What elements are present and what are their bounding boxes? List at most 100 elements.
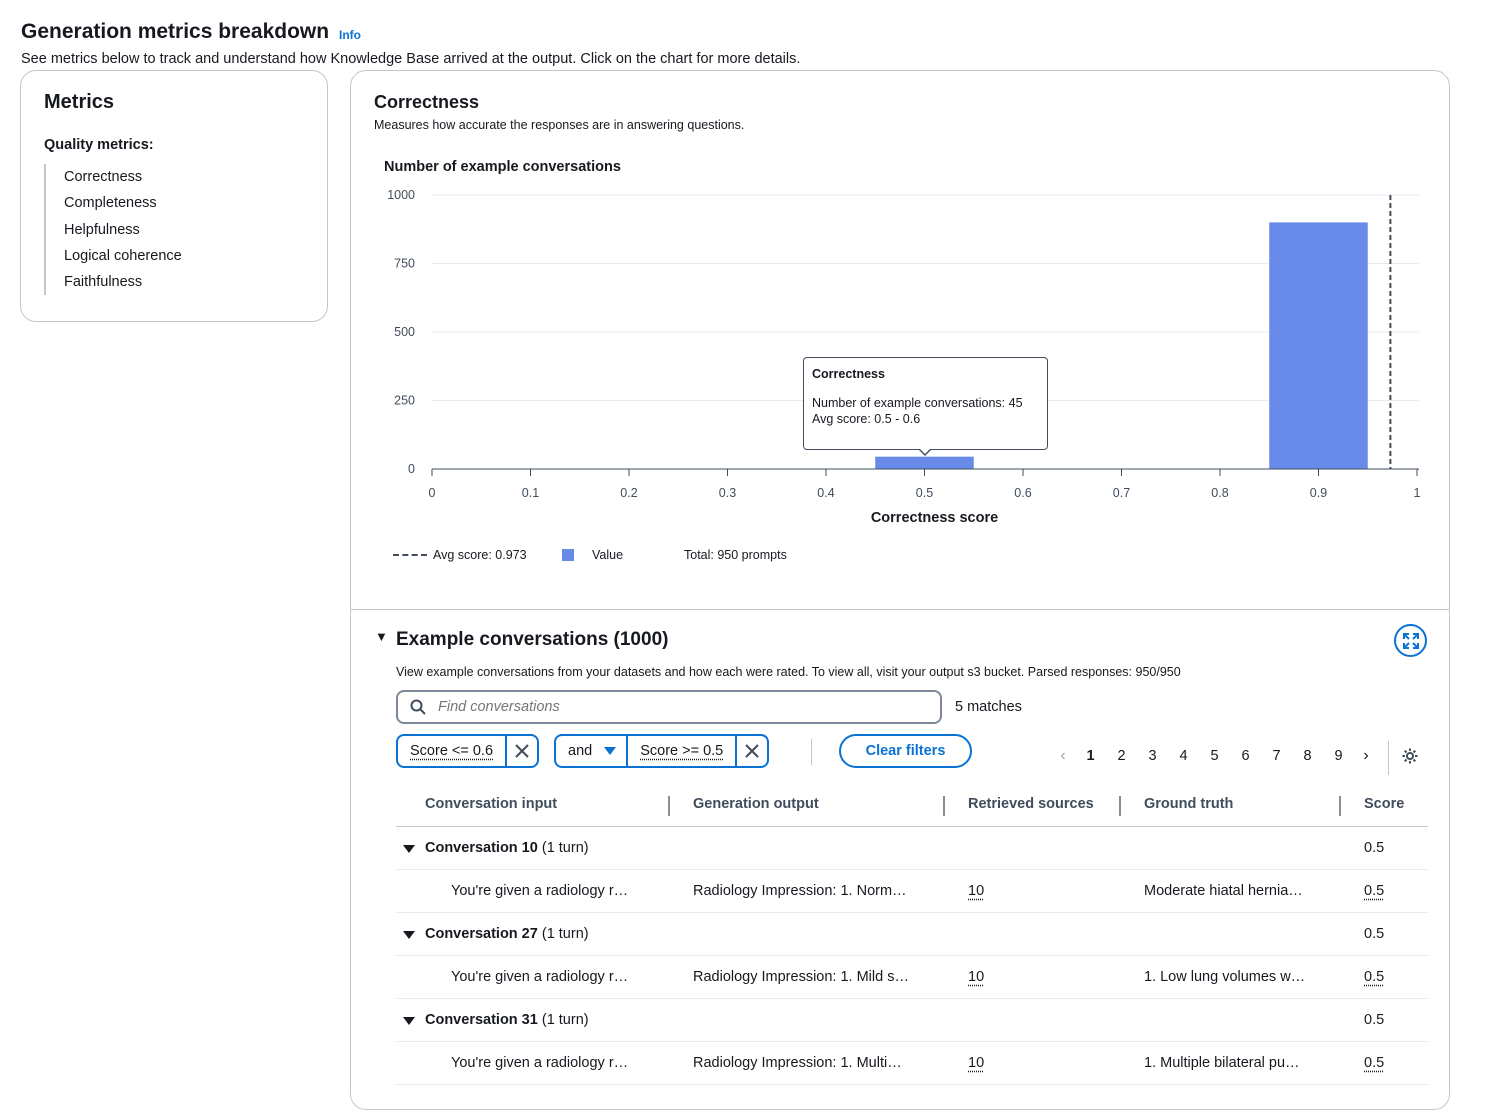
page-2[interactable]: 2 [1117,748,1126,764]
page-8[interactable]: 8 [1303,748,1312,764]
conversation-group-row[interactable]: Conversation 27 (1 turn) 0.5 [396,913,1428,956]
operator-value: and [568,743,593,759]
next-page-icon[interactable]: › [1363,747,1369,764]
conversation-turns: (1 turn) [541,1012,589,1028]
remove-filter-2-button[interactable] [735,736,767,766]
group-score: 0.5 [1364,1012,1385,1028]
caret-down-icon [604,747,617,755]
search-field[interactable] [396,690,942,724]
cell-score-link[interactable]: 0.5 [1364,1055,1385,1071]
page-5[interactable]: 5 [1210,748,1219,764]
column-resizer[interactable] [668,796,670,816]
table-row[interactable]: You're given a radiology r… Radiology Im… [396,956,1428,999]
column-generation-output[interactable]: Generation output [693,796,819,812]
filter-token-2-label[interactable]: Score >= 0.5 [640,743,724,759]
filter-token-1[interactable]: Score <= 0.6 [396,734,540,768]
histogram-bar[interactable] [1269,222,1368,469]
metric-item-faithfulness[interactable]: Faithfulness [64,274,143,291]
page-6[interactable]: 6 [1241,748,1250,764]
chart-tooltip: Correctness Number of example conversati… [803,357,1048,450]
cell-score-link[interactable]: 0.5 [1364,969,1385,985]
x-tick-label: 0 [429,486,436,500]
info-link[interactable]: Info [339,28,361,42]
conversation-title: Conversation 27 [425,926,538,942]
page-1[interactable]: 1 [1086,748,1095,764]
column-retrieved-sources[interactable]: Retrieved sources [968,796,1094,812]
search-input[interactable] [436,698,916,716]
legend-total: Total: 950 prompts [684,548,787,562]
x-tick-label: 0.4 [817,486,834,500]
collapse-caret-icon[interactable]: ▼ [375,629,388,644]
cell-ground-truth: 1. Multiple bilateral pu… [1144,1055,1300,1071]
gear-icon [1402,748,1418,764]
table-row[interactable]: You're given a radiology r… Radiology Im… [396,870,1428,913]
conversation-name: Conversation 27 (1 turn) [425,926,589,942]
expand-caret-icon[interactable] [403,845,415,853]
x-tick-label: 0.9 [1310,486,1327,500]
legend-value[interactable]: Value [562,548,623,562]
tooltip-title: Correctness [812,367,885,381]
x-tick-label: 0.3 [719,486,736,500]
cell-sources-link[interactable]: 10 [968,883,985,899]
cell-output: Radiology Impression: 1. Norm… [693,883,907,899]
column-resizer[interactable] [1119,796,1121,816]
page-title: Generation metrics breakdown [21,20,330,43]
metric-item-helpfulness[interactable]: Helpfulness [64,221,140,238]
page-9[interactable]: 9 [1334,748,1343,764]
settings-button[interactable] [1401,747,1419,770]
conversation-group-row[interactable]: Conversation 10 (1 turn) 0.5 [396,827,1428,870]
page-7[interactable]: 7 [1272,748,1281,764]
conversation-turns: (1 turn) [541,840,589,856]
metrics-card: Metrics Quality metrics: Correctness Com… [20,70,328,322]
column-score[interactable]: Score [1364,796,1405,812]
fullscreen-button[interactable] [1394,624,1427,657]
group-score: 0.5 [1364,926,1385,942]
cell-score-link[interactable]: 0.5 [1364,883,1385,899]
column-conversation-input[interactable]: Conversation input [425,796,558,812]
expand-caret-icon[interactable] [403,1017,415,1025]
x-tick-label: 0.2 [620,486,637,500]
correctness-histogram[interactable]: Number of example conversations 0 250 500 75… [351,71,1449,541]
cell-input: You're given a radiology r… [451,1055,629,1071]
metric-item-logical-coherence[interactable]: Logical coherence [64,247,182,264]
y-tick-label: 1000 [387,188,415,202]
y-tick-label: 0 [408,462,415,476]
legend-value-label: Value [592,548,624,562]
operator-select[interactable]: and [556,736,629,766]
column-ground-truth[interactable]: Ground truth [1144,796,1234,812]
metric-item-correctness[interactable]: Correctness [64,169,143,185]
tooltip-avg: Avg score: 0.5 - 0.6 [812,412,921,426]
metric-item-completeness[interactable]: Completeness [64,195,157,212]
cell-sources-link[interactable]: 10 [968,969,985,985]
table-header: Conversation input Generation output Ret… [396,787,1428,827]
x-axis-label: Correctness score [871,510,998,526]
column-resizer[interactable] [1339,796,1341,816]
conversation-group-row[interactable]: Conversation 31 (1 turn) 0.5 [396,999,1428,1042]
column-resizer[interactable] [943,796,945,816]
close-icon [745,744,759,758]
table-row[interactable]: You're given a radiology r… Radiology Im… [396,1042,1428,1085]
x-tick-label: 0.1 [522,486,539,500]
filter-token-2[interactable]: and Score >= 0.5 [554,734,770,768]
close-icon [515,744,529,758]
filter-separator [811,739,812,765]
legend-total-label: Total: 950 prompts [684,548,787,562]
remove-filter-1-button[interactable] [505,736,537,766]
tooltip-arrow-inner [919,448,931,454]
quality-metrics-label: Quality metrics: [44,137,154,153]
cell-output: Radiology Impression: 1. Mild s… [693,969,909,985]
cell-sources-link[interactable]: 10 [968,1055,985,1071]
y-tick-label: 750 [394,257,415,271]
filter-token-1-label[interactable]: Score <= 0.6 [410,743,494,759]
cell-ground-truth: 1. Low lung volumes w… [1144,969,1306,985]
expand-caret-icon[interactable] [403,931,415,939]
legend-swatch-icon [562,549,574,561]
page-3[interactable]: 3 [1148,748,1157,764]
x-tick-label: 0.8 [1211,486,1228,500]
metrics-title: Metrics [44,91,115,113]
prev-page-icon[interactable]: ‹ [1060,747,1066,764]
page-4[interactable]: 4 [1179,748,1188,764]
expand-icon [1402,632,1419,649]
histogram-bar[interactable] [875,456,974,469]
clear-filters-button[interactable]: Clear filters [839,734,972,768]
